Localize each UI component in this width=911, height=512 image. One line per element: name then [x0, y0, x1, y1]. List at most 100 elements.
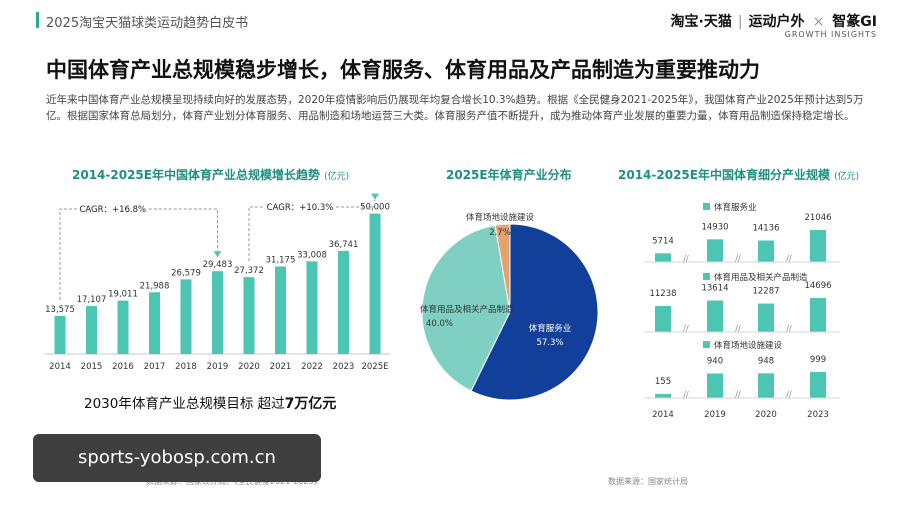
segment-bar [707, 300, 723, 332]
segment-value-label: 21046 [804, 213, 831, 223]
bar-value-label: 36,741 [329, 240, 359, 250]
total-scale-bar-chart: 13,575 2014 17,107 2015 19,011 2016 21,988 2017… [44, 193, 390, 372]
axis-break-mark: // [683, 324, 689, 333]
legend-swatch [703, 203, 710, 210]
bar-value-label: 19,011 [108, 290, 138, 300]
segment-bar [810, 230, 826, 262]
segment-value-label: 13614 [701, 284, 728, 294]
segment-bar [707, 239, 723, 262]
x-tick-label: 2014 [49, 362, 71, 372]
target-2030-value: 7万亿元 [284, 396, 337, 412]
segment-value-label: 5714 [652, 236, 674, 246]
axis-break-mark: // [683, 254, 689, 263]
bar-value-label: 29,483 [203, 260, 233, 270]
axis-break-mark: // [786, 324, 792, 333]
header-bar: 2025淘宝天猫球类运动趋势白皮书 淘宝·天猫 | 运动户外 × 智篆GI GROWTH… [0, 0, 911, 40]
cagr-bracket-right [336, 199, 376, 208]
bar-2022 [306, 261, 318, 354]
segment-value-label: 12287 [752, 287, 779, 297]
x-tick-label: 2018 [175, 362, 197, 372]
bar-value-label: 27,372 [234, 266, 264, 276]
x-tick-label: 2017 [144, 362, 166, 372]
cagr-bracket-left [248, 206, 264, 262]
bar-2025E [369, 213, 381, 354]
segment-bar [655, 306, 671, 332]
bar-value-label: 33,008 [297, 250, 327, 260]
legend-label: 体育服务业 [714, 202, 757, 213]
segment-value-label: 14696 [804, 281, 831, 291]
segment-bar [655, 253, 671, 262]
zhigao-logo-subtitle: GROWTH INSIGHTS [784, 30, 877, 39]
intro-paragraph: 近年来中国体育产业总规模呈现持续向好的发展态势，2020年疫情影响后仍展现年均复… [46, 94, 864, 122]
bar-value-label: 21,988 [140, 281, 170, 291]
target-2030-text: 2030年体育产业总规模目标 超过7万亿元 [84, 396, 337, 412]
axis-break-mark: // [735, 254, 741, 263]
pie-label-venue: 体育场地设施建设 [466, 212, 535, 223]
x-tick-label: 2021 [270, 362, 292, 372]
segment-value-label: 14136 [752, 224, 779, 234]
chart1-title: 2014-2025E年中国体育产业总规模增长趋势 (亿元) [72, 168, 350, 182]
segment-value-label: 155 [655, 377, 671, 387]
cagr-bracket-left [59, 208, 77, 300]
pie-value-service: 57.3% [536, 338, 563, 348]
bar-value-label: 13,575 [45, 305, 75, 315]
bar-2020 [243, 277, 255, 354]
x-tick-label: 2022 [301, 362, 323, 372]
x-tick-label: 2015 [81, 362, 103, 372]
segment-bar [758, 373, 774, 398]
report-title: 2025淘宝天猫球类运动趋势白皮书 [46, 16, 249, 31]
axis-break-mark: // [735, 390, 741, 399]
cagr-arrowhead [371, 193, 379, 200]
bar-value-label: 50,000 [360, 203, 390, 213]
segment-value-label: 940 [707, 357, 723, 367]
segment-value-label: 948 [758, 356, 774, 366]
bar-value-label: 26,579 [171, 268, 201, 278]
segment-bar [758, 240, 774, 262]
pie-slice [494, 223, 511, 313]
segment-bar [758, 303, 774, 332]
segment-bar [810, 372, 826, 398]
pie-slice [470, 223, 599, 401]
x-tick-label: 2019 [207, 362, 229, 372]
axis-break-mark: // [786, 390, 792, 399]
x-tick-label: 2020 [755, 410, 777, 420]
segment-bar [655, 394, 671, 398]
legend-swatch [703, 273, 710, 280]
chart3-title: 2014-2025E年中国体育细分产业规模 (亿元) [618, 168, 860, 182]
watermark-banner: sports-yobosp.com.cn [33, 434, 321, 482]
bar-2017 [149, 292, 160, 354]
cagr-label: CAGR：+16.8% [79, 205, 146, 215]
taobao-tmall-logo: 淘宝·天猫 [670, 14, 732, 30]
bar-value-label: 31,175 [266, 255, 296, 265]
bar-2021 [275, 266, 286, 354]
bar-2016 [117, 300, 129, 354]
x-tick-label: 2023 [807, 410, 829, 420]
x-tick-label: 2025E [361, 362, 388, 372]
segment-bar [707, 373, 723, 398]
x-tick-label: 2023 [333, 362, 355, 372]
pie-label-goods: 体育用品及相关产品制造 [420, 304, 514, 315]
brand-logos: 淘宝·天猫 | 运动户外 × 智篆GI GROWTH INSIGHTS [670, 14, 877, 39]
x-tick-label: 2020 [238, 362, 260, 372]
axis-break-mark: // [786, 254, 792, 263]
bar-2023 [338, 250, 349, 354]
bar-2018 [180, 279, 192, 354]
pie-value-venue: 2.7% [489, 228, 511, 238]
segment-bar [810, 298, 826, 332]
segment-value-label: 999 [810, 355, 826, 365]
bar-2019 [212, 271, 223, 354]
pie-slice [421, 224, 511, 392]
bar-2015 [86, 305, 97, 354]
x-tick-label: 2016 [112, 362, 134, 372]
header-accent-mark [36, 12, 39, 28]
source-note-right: 数据来源：国家统计局 [608, 477, 688, 486]
segment-value-label: 14930 [701, 222, 728, 232]
bar-value-label: 17,107 [77, 295, 107, 305]
page-headline: 中国体育产业总规模稳步增长，体育服务、体育用品及产品制造为重要推动力 [46, 58, 760, 82]
x-tick-label: 2014 [652, 410, 674, 420]
legend-label: 体育场地设施建设 [714, 340, 783, 351]
legend-swatch [703, 341, 710, 348]
sports-outdoor-logo: 运动户外 [748, 14, 805, 30]
industry-distribution-pie-chart: 体育服务业 57.3% 体育用品及相关产品制造 40.0% 体育场地设施建设 2.7% [420, 212, 599, 401]
bar-2014 [54, 315, 66, 354]
